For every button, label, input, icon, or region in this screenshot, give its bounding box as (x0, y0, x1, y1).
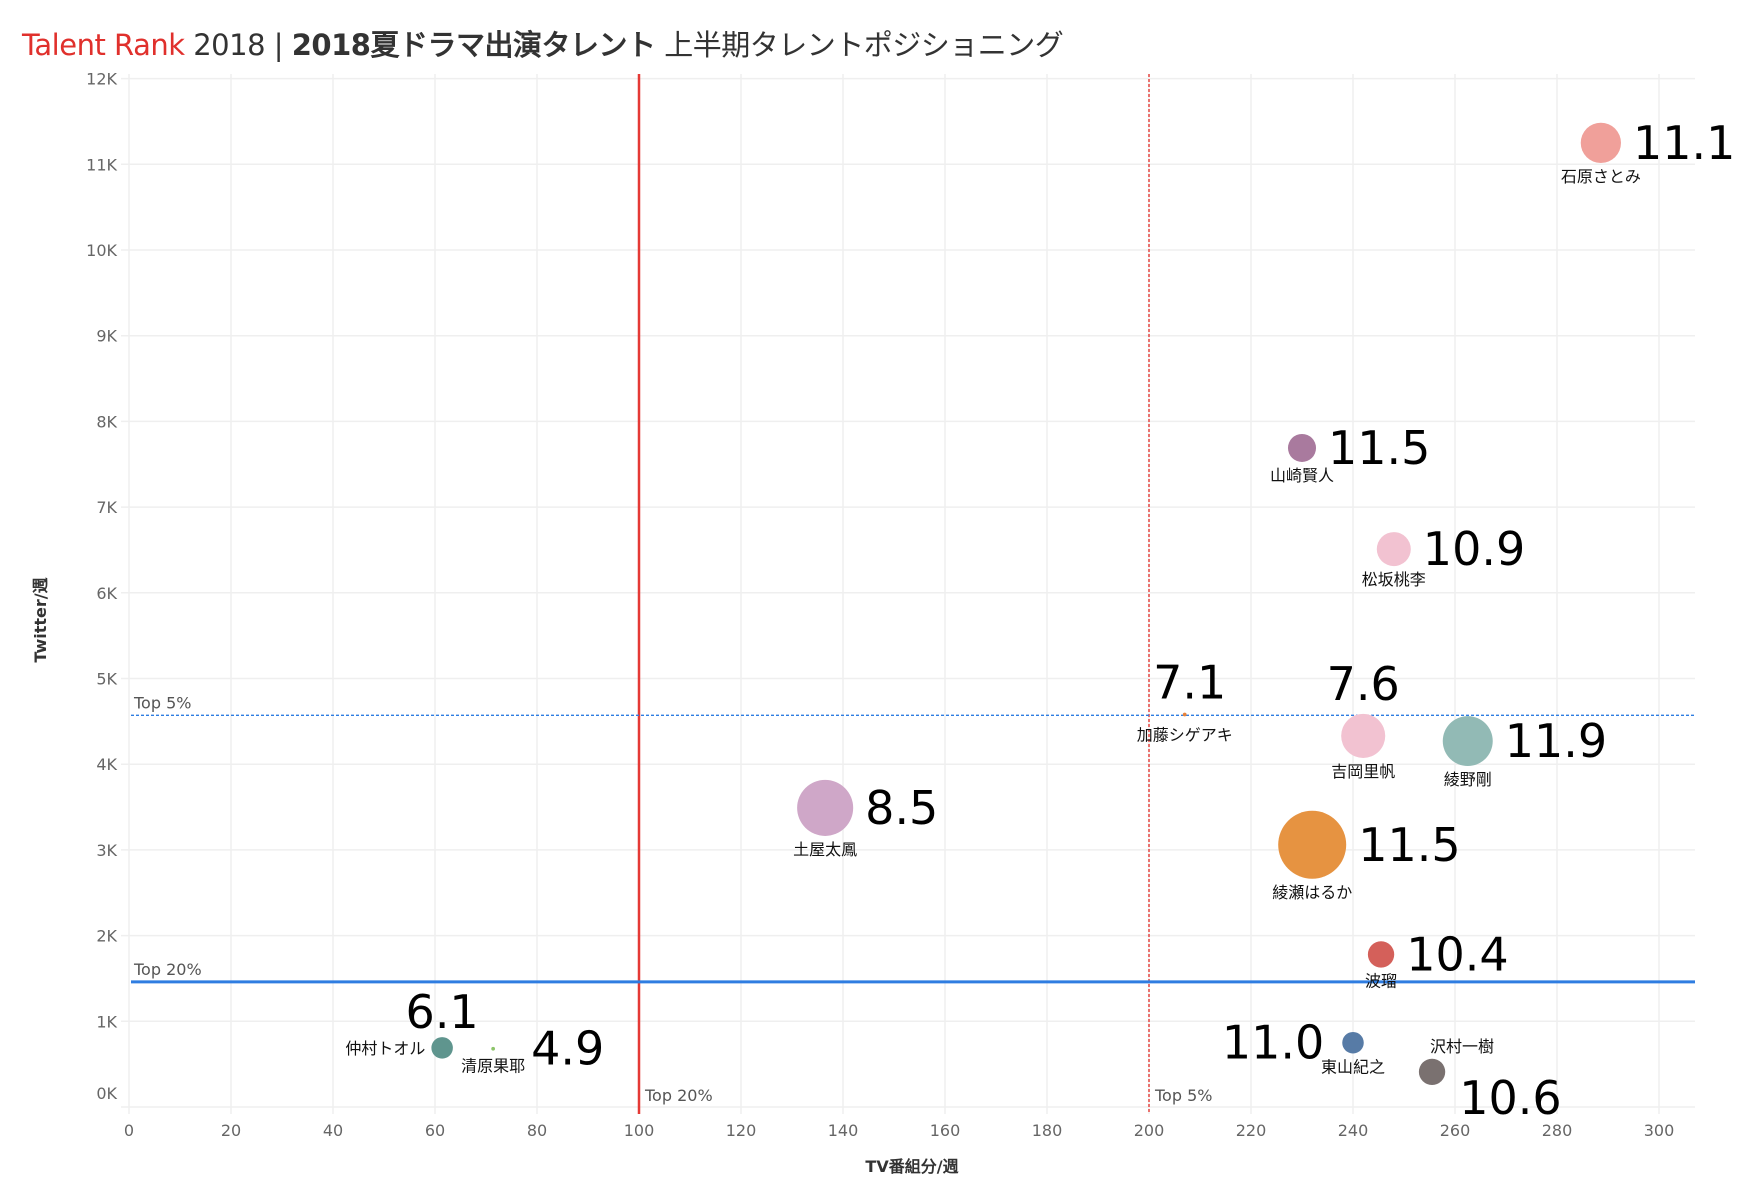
x-tick-label: 280 (1542, 1121, 1573, 1140)
y-tick-label: 1K (96, 1012, 117, 1031)
title-year: 2018 | (193, 28, 292, 62)
x-tick-label: 300 (1644, 1121, 1675, 1140)
x-axis: 0 20 40 60 80 100 120 140 160 180 200 220 240 260 280 3… (124, 1121, 1674, 1140)
point-name-label: 清原果耶 (461, 1057, 525, 1076)
bubble-point (1342, 1031, 1364, 1054)
point-name-label: 土屋太鳳 (793, 840, 857, 859)
bubble-point (1278, 810, 1347, 879)
point-name-label: 石原さとみ (1561, 167, 1641, 186)
x-tick-label: 180 (1032, 1121, 1063, 1140)
x-tick-label: 120 (726, 1121, 757, 1140)
point-name-label: 綾野剛 (1444, 770, 1492, 789)
reference-label: Top 20% (133, 960, 202, 979)
point-name-label: 東山紀之 (1321, 1057, 1385, 1076)
reference-lines: Top 20% Top 5% Top 20% Top 5% (131, 74, 1695, 1114)
x-tick-label: 60 (425, 1121, 445, 1140)
point-name-label: 山崎賢人 (1270, 466, 1334, 485)
point-score-label: 7.1 (1153, 655, 1226, 709)
reference-label: Top 5% (1154, 1086, 1212, 1105)
bubble-point (1287, 433, 1317, 462)
point-score-label: 6.1 (406, 985, 479, 1039)
x-tick-label: 240 (1338, 1121, 1369, 1140)
x-tick-label: 100 (624, 1121, 655, 1140)
bubble-point (797, 779, 854, 836)
y-tick-label: 6K (96, 584, 117, 603)
point-name-label: 松坂桃李 (1362, 570, 1426, 589)
brand-name: Talent Rank (22, 28, 185, 62)
point-name-label: 波瑠 (1365, 972, 1397, 991)
bubble-point (1442, 716, 1493, 767)
point-score-label: 7.6 (1327, 657, 1400, 711)
y-tick-label: 11K (86, 155, 117, 174)
point-score-label: 11.5 (1358, 818, 1460, 872)
y-tick-label: 10K (86, 241, 117, 260)
point-name-label: 綾瀬はるか (1272, 883, 1352, 902)
title-bold: 2018夏ドラマ出演タレント (291, 28, 656, 62)
bubble-point (1376, 532, 1411, 567)
bubble-point (1580, 122, 1621, 163)
x-tick-label: 260 (1440, 1121, 1471, 1140)
x-axis-title: TV番組分/週 (865, 1157, 958, 1176)
bubble-point (491, 1046, 496, 1051)
chart-title: Talent Rank 2018 | 2018夏ドラマ出演タレント 上半期タレン… (22, 22, 1064, 64)
point-name-label: 吉岡里帆 (1331, 762, 1395, 781)
data-points: 石原さとみ11.1山崎賢人11.5松坂桃李10.9加藤シゲアキ7.1吉岡里帆7.… (345, 116, 1735, 1125)
point-score-label: 10.9 (1423, 522, 1525, 576)
x-tick-label: 80 (527, 1121, 547, 1140)
y-tick-label: 0K (96, 1084, 117, 1103)
point-name-label: 仲村トオル (345, 1039, 425, 1058)
y-tick-label: 7K (96, 498, 117, 517)
x-tick-label: 0 (124, 1121, 134, 1140)
bubble-point (1341, 713, 1386, 758)
y-tick-label: 3K (96, 841, 117, 860)
x-tick-label: 140 (828, 1121, 859, 1140)
reference-label: Top 20% (644, 1086, 713, 1105)
x-tick-label: 160 (930, 1121, 961, 1140)
point-score-label: 11.0 (1222, 1016, 1324, 1070)
bubble-point (431, 1037, 453, 1059)
y-tick-label: 8K (96, 412, 117, 431)
point-score-label: 8.5 (865, 781, 938, 835)
point-score-label: 11.9 (1505, 714, 1607, 768)
y-tick-label: 12K (86, 70, 117, 89)
y-tick-label: 4K (96, 755, 117, 774)
bubble-point (1367, 941, 1395, 968)
point-score-label: 10.4 (1406, 927, 1508, 981)
point-name-label: 加藤シゲアキ (1137, 725, 1233, 744)
point-score-label: 10.6 (1459, 1071, 1561, 1125)
point-score-label: 11.5 (1328, 421, 1430, 475)
point-score-label: 4.9 (531, 1022, 604, 1076)
y-tick-label: 5K (96, 670, 117, 689)
title-subtitle: 上半期タレントポジショニング (664, 28, 1064, 62)
point-score-label: 11.1 (1633, 116, 1735, 170)
x-tick-label: 220 (1236, 1121, 1267, 1140)
reference-label: Top 5% (133, 693, 191, 712)
bubble-point (1182, 712, 1187, 717)
bubble-point (1418, 1058, 1446, 1086)
y-tick-label: 9K (96, 327, 117, 346)
y-axis-title: Twitter/週 (31, 577, 50, 662)
x-tick-label: 40 (323, 1121, 343, 1140)
x-tick-label: 200 (1134, 1121, 1165, 1140)
point-name-label: 沢村一樹 (1430, 1037, 1494, 1056)
y-tick-label: 2K (96, 927, 117, 946)
y-axis: 0K 1K 2K 3K 4K 5K 6K 7K 8K 9K 10K 11K 12K (86, 70, 117, 1103)
x-tick-label: 20 (221, 1121, 241, 1140)
